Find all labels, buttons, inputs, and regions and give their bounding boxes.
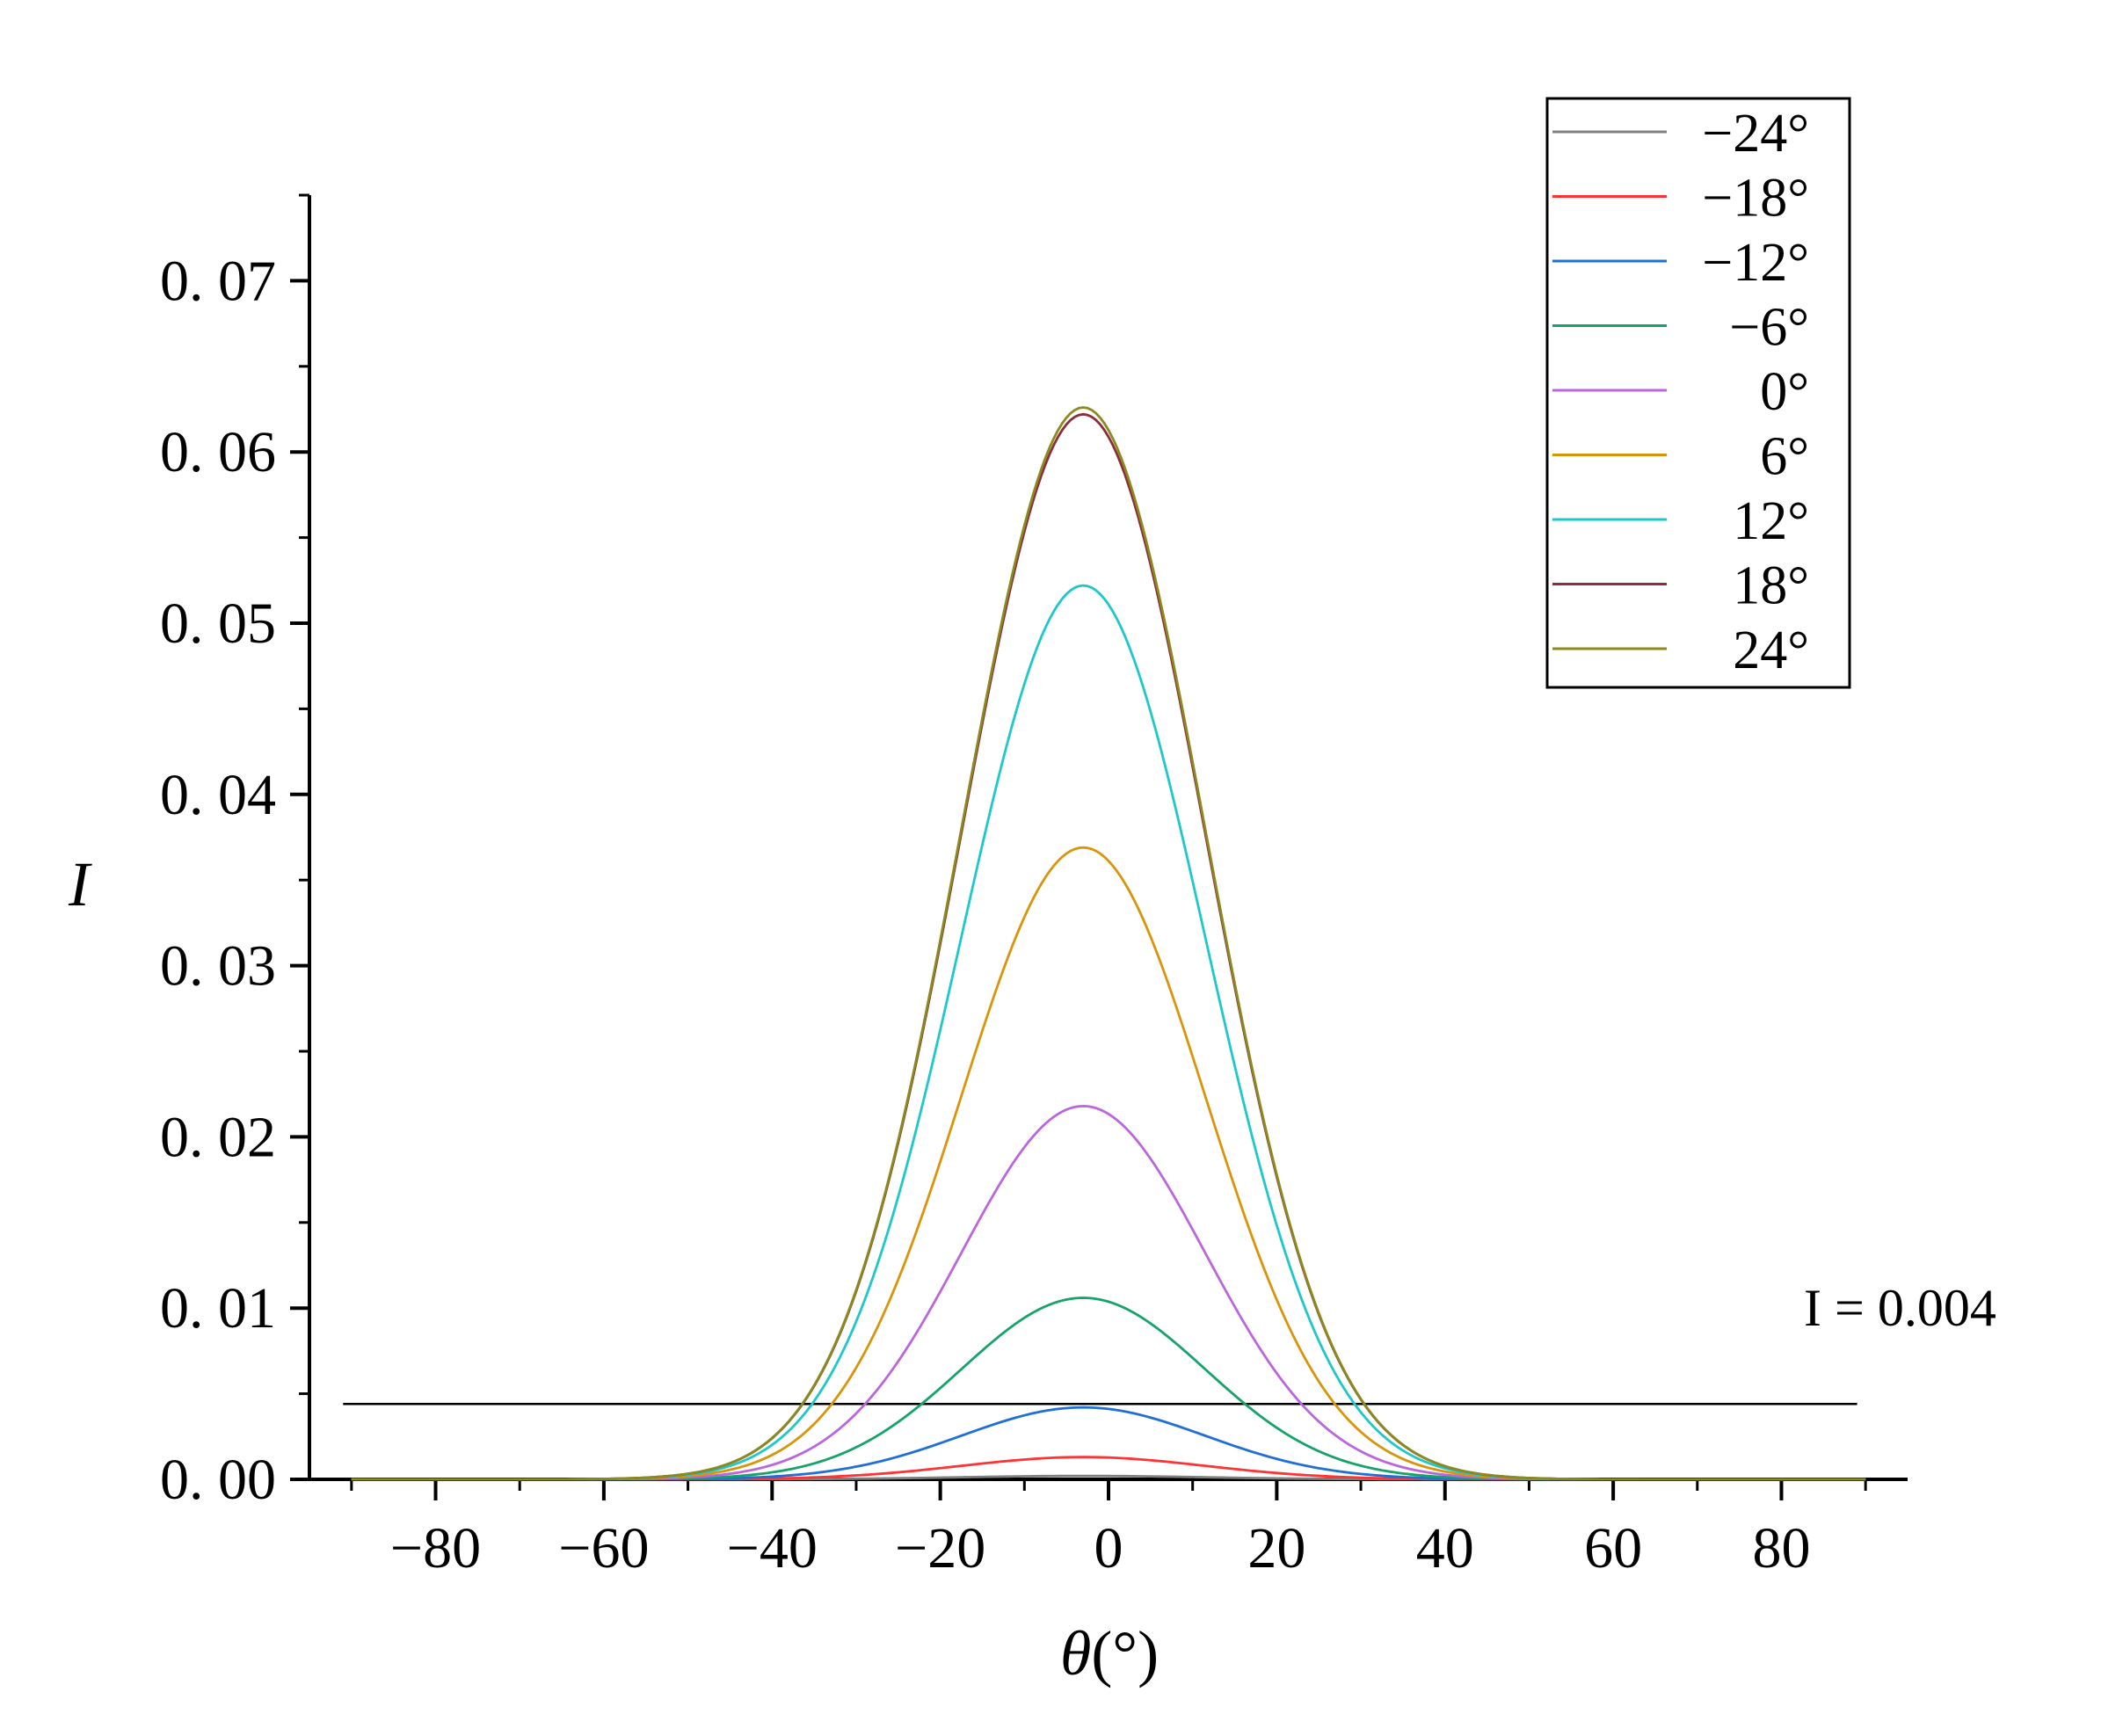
legend-label: 18° <box>1733 556 1809 616</box>
legend-label: −24° <box>1702 104 1809 163</box>
legend-label: 24° <box>1733 621 1809 680</box>
series-group <box>351 406 1866 1481</box>
legend-label: −18° <box>1702 169 1809 229</box>
x-tick-label: 80 <box>1752 1516 1810 1580</box>
x-axis-title: θ(°) <box>1060 1618 1159 1689</box>
legend-label: 0° <box>1760 362 1809 422</box>
y-tick-label: 0. 00 <box>160 1448 276 1512</box>
series-line <box>351 1297 1866 1481</box>
series-line <box>351 1104 1866 1481</box>
x-tick-label: 0 <box>1094 1516 1123 1580</box>
legend-label: 12° <box>1733 491 1809 551</box>
y-axis-title: I <box>68 849 92 919</box>
x-tick-label: −80 <box>390 1516 481 1580</box>
x-tick-label: −60 <box>558 1516 649 1580</box>
legend-label: −6° <box>1729 298 1809 358</box>
legend-label: −12° <box>1702 233 1809 293</box>
x-tick-label: 20 <box>1247 1516 1305 1580</box>
x-tick-label: 60 <box>1584 1516 1642 1580</box>
axis-titles: I θ(°) <box>68 849 1159 1689</box>
series-line <box>351 846 1866 1481</box>
series-line <box>351 1406 1866 1481</box>
series-line <box>351 584 1866 1481</box>
threshold-group: I = 0.004 <box>343 1279 1996 1406</box>
threshold-label: I = 0.004 <box>1804 1279 1996 1337</box>
x-tick-label: −20 <box>895 1516 985 1580</box>
y-tick-label: 0. 01 <box>160 1276 276 1340</box>
y-tick-label: 0. 03 <box>160 934 276 999</box>
y-tick-label: 0. 06 <box>160 420 276 484</box>
y-tick-label: 0. 07 <box>160 249 276 313</box>
legend: −24° −18°−12°−6°0°6°12°18°24° <box>1545 97 1851 689</box>
x-axis-unit: (°) <box>1091 1618 1159 1689</box>
x-tick-label: −40 <box>727 1516 818 1580</box>
x-axis-symbol: θ <box>1060 1618 1091 1689</box>
y-tick-label: 0. 02 <box>160 1105 276 1169</box>
x-tick-label: 40 <box>1416 1516 1474 1580</box>
series-line <box>351 406 1866 1481</box>
y-tick-label: 0. 04 <box>160 763 276 827</box>
ticks: 0. 00 0. 01 0. 02 0. 03 0. 04 0. 05 0. 06 0. 07… <box>160 193 1867 1580</box>
y-tick-label: 0. 05 <box>160 592 276 656</box>
legend-label: 6° <box>1760 427 1809 487</box>
